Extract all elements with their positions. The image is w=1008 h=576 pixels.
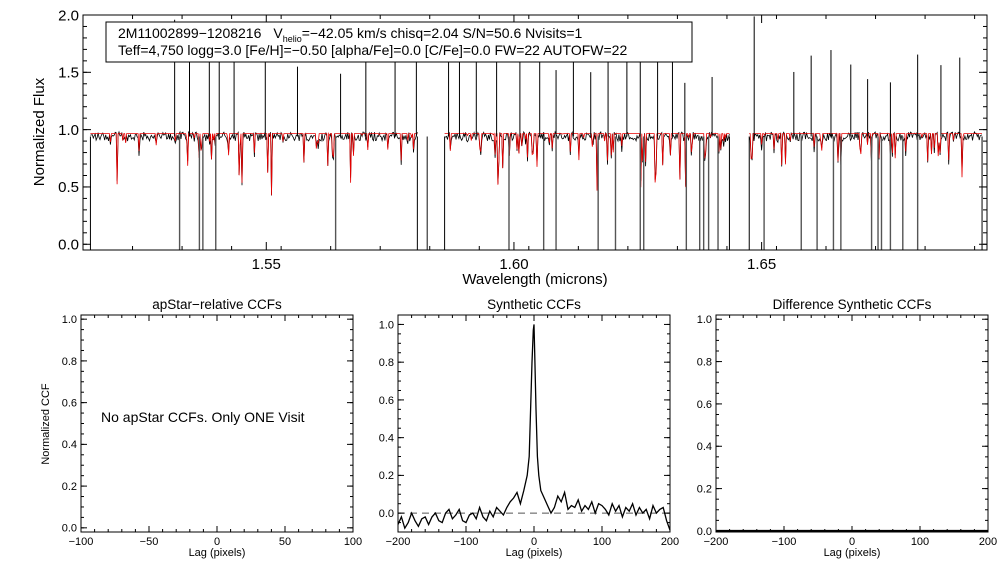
difference-ccf-frame bbox=[715, 314, 989, 533]
x-tick-label: −100 bbox=[772, 536, 797, 548]
x-tick-label: 1.55 bbox=[252, 256, 281, 273]
v-rest: =−42.05 km/s chisq=2.04 S/N=50.6 Nvisits… bbox=[302, 25, 583, 41]
synthetic-ccf-axes: −200 −100 0 100 200 0.0 0.2 0.4 0.6 0.8 1.0 bbox=[379, 314, 679, 548]
x-tick-label: −100 bbox=[69, 536, 94, 548]
v-subscript: helio bbox=[283, 34, 302, 44]
model-spectrum-line bbox=[90, 132, 418, 196]
x-tick-label: 50 bbox=[279, 536, 291, 548]
x-tick-label: 100 bbox=[344, 536, 362, 548]
spectrum-data bbox=[89, 16, 983, 250]
star-id: 2M11002899−1208216 bbox=[118, 25, 262, 41]
spectrum-frame bbox=[82, 14, 988, 251]
y-tick-label: 0.0 bbox=[697, 526, 712, 538]
synthetic-ccf-data bbox=[397, 324, 671, 531]
y-tick-label: 0.5 bbox=[58, 179, 79, 196]
x-tick-label: −50 bbox=[140, 536, 159, 548]
y-tick-label: 0.2 bbox=[697, 483, 712, 495]
x-tick-label: 200 bbox=[661, 536, 679, 548]
y-tick-label: 1.5 bbox=[58, 65, 79, 82]
apstar-ccf-panel: −100 −50 0 50 100 0.0 0.2 0.4 0.6 0.8 1.0 apStar−r… bbox=[40, 297, 362, 559]
info-line-2: Teff=4,750 logg=3.0 [Fe/H]=−0.50 [alpha/… bbox=[118, 42, 627, 58]
x-tick-label: 0 bbox=[531, 536, 537, 548]
v-prefix: V bbox=[273, 25, 283, 41]
y-tick-label: 0.8 bbox=[62, 356, 77, 368]
y-tick-label: 0.8 bbox=[697, 356, 712, 368]
synthetic-ccf-title: Synthetic CCFs bbox=[487, 297, 581, 312]
x-tick-label: 100 bbox=[911, 536, 929, 548]
y-tick-label: 0.4 bbox=[697, 441, 712, 453]
info-box-frame bbox=[105, 21, 693, 63]
apstar-ccf-axes: −100 −50 0 50 100 0.0 0.2 0.4 0.6 0.8 1.0 bbox=[62, 314, 362, 548]
y-tick-label: 0.0 bbox=[62, 523, 77, 535]
y-tick-label: 0.6 bbox=[697, 399, 712, 411]
y-tick-label: 1.0 bbox=[697, 314, 712, 326]
difference-ccf-panel: −200 −100 0 100 200 0.0 0.2 0.4 0.6 0.8 1.0 Differ… bbox=[697, 297, 997, 559]
spectrum-panel: 1.55 1.60 1.65 0.0 0.5 1.0 1.5 2.0 Wavelength (… bbox=[31, 7, 988, 288]
apstar-ccf-title: apStar−relative CCFs bbox=[152, 297, 282, 312]
y-tick-label: 0.0 bbox=[58, 237, 79, 254]
y-tick-label: 0.0 bbox=[379, 508, 394, 520]
apstar-ccf-ylabel: Normalized CCF bbox=[40, 383, 52, 465]
spectrum-xlabel: Wavelength (microns) bbox=[462, 271, 607, 288]
synthetic-ccf-xlabel: Lag (pixels) bbox=[506, 547, 563, 559]
x-tick-label: 1.65 bbox=[747, 256, 776, 273]
y-tick-label: 1.0 bbox=[379, 319, 394, 331]
apstar-ccf-note: No apStar CCFs. Only ONE Visit bbox=[101, 409, 305, 425]
x-tick-label: 0 bbox=[214, 536, 220, 548]
x-tick-label: −100 bbox=[454, 536, 479, 548]
spectrum-ylabel: Normalized Flux bbox=[31, 77, 48, 186]
y-tick-label: 0.4 bbox=[62, 439, 77, 451]
observed-spectrum-line bbox=[748, 130, 983, 172]
apstar-ccf-xlabel: Lag (pixels) bbox=[189, 547, 246, 559]
difference-ccf-title: Difference Synthetic CCFs bbox=[773, 297, 932, 312]
y-tick-label: 0.6 bbox=[62, 397, 77, 409]
y-tick-label: 0.8 bbox=[379, 357, 394, 369]
info-box: 2M11002899−1208216 Vhelio=−42.05 km/s chi… bbox=[105, 21, 693, 63]
difference-ccf-xlabel: Lag (pixels) bbox=[824, 547, 881, 559]
y-tick-label: 0.2 bbox=[379, 470, 394, 482]
y-tick-label: 0.2 bbox=[62, 481, 77, 493]
x-tick-label: −200 bbox=[386, 536, 411, 548]
x-tick-label: 100 bbox=[593, 536, 611, 548]
difference-ccf-axes: −200 −100 0 100 200 0.0 0.2 0.4 0.6 0.8 1.0 bbox=[697, 314, 997, 548]
x-tick-label: 1.60 bbox=[499, 256, 528, 273]
model-spectrum-line bbox=[444, 132, 730, 191]
y-tick-label: 1.0 bbox=[62, 314, 77, 326]
x-tick-label: −200 bbox=[704, 536, 729, 548]
y-tick-label: 0.4 bbox=[379, 433, 394, 445]
ccf-line bbox=[397, 324, 671, 531]
y-tick-label: 2.0 bbox=[58, 7, 79, 24]
x-tick-label: 0 bbox=[849, 536, 855, 548]
synthetic-ccf-panel: −200 −100 0 100 200 0.0 0.2 0.4 0.6 0.8 1.0 Synthe… bbox=[379, 297, 679, 559]
info-line-1: 2M11002899−1208216 Vhelio=−42.05 km/s chi… bbox=[118, 25, 583, 44]
y-tick-label: 1.0 bbox=[58, 122, 79, 139]
spectrum-axes: 1.55 1.60 1.65 0.0 0.5 1.0 1.5 2.0 bbox=[58, 7, 987, 273]
x-tick-label: 200 bbox=[979, 536, 997, 548]
model-spectrum-line bbox=[749, 133, 982, 178]
y-tick-label: 0.6 bbox=[379, 395, 394, 407]
